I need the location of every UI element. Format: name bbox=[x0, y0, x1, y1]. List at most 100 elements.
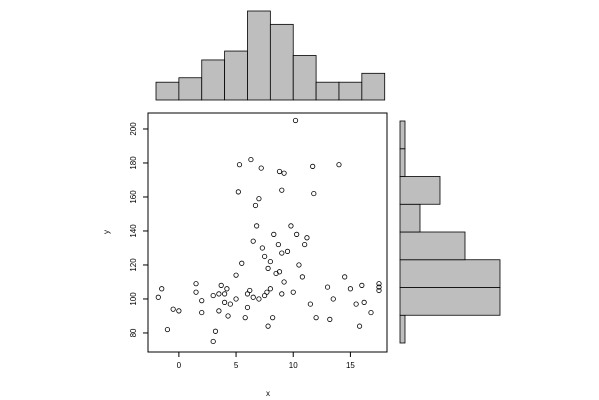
point bbox=[244, 304, 251, 311]
plot-box bbox=[147, 112, 388, 353]
point bbox=[359, 282, 365, 288]
point bbox=[279, 291, 285, 297]
point bbox=[288, 223, 294, 229]
point bbox=[376, 287, 382, 294]
point bbox=[281, 170, 287, 176]
y-tick-label: 160 bbox=[129, 190, 138, 204]
point bbox=[281, 279, 287, 285]
point bbox=[342, 274, 348, 280]
point bbox=[324, 284, 331, 290]
x-tick-label: 15 bbox=[346, 361, 355, 370]
point bbox=[270, 315, 276, 321]
point bbox=[247, 287, 253, 294]
point bbox=[236, 162, 243, 168]
point bbox=[252, 202, 259, 209]
y-hist-bar bbox=[399, 203, 421, 233]
y-tick-label: 100 bbox=[129, 292, 138, 306]
point bbox=[276, 168, 283, 175]
point bbox=[299, 274, 305, 280]
point bbox=[302, 241, 308, 248]
y-tick-label: 80 bbox=[129, 328, 138, 337]
point bbox=[222, 299, 228, 305]
point bbox=[256, 296, 262, 302]
point bbox=[210, 292, 216, 299]
point bbox=[267, 286, 273, 292]
point bbox=[275, 241, 281, 248]
point bbox=[155, 294, 161, 300]
point bbox=[310, 163, 316, 169]
point bbox=[290, 289, 296, 295]
point bbox=[164, 326, 171, 333]
point bbox=[267, 258, 273, 265]
point bbox=[327, 316, 333, 322]
x-hist-bar bbox=[338, 81, 363, 101]
point bbox=[216, 291, 222, 297]
x-hist-bar bbox=[361, 72, 386, 101]
point bbox=[193, 281, 199, 287]
point bbox=[235, 189, 241, 195]
y-tick-label: 200 bbox=[129, 122, 138, 136]
x-tick-label: 0 bbox=[177, 361, 182, 370]
point bbox=[264, 289, 270, 295]
point bbox=[259, 245, 265, 251]
point bbox=[376, 281, 382, 287]
x-hist-bar bbox=[178, 77, 203, 101]
point bbox=[294, 231, 300, 237]
y-hist-bar bbox=[399, 148, 406, 177]
point bbox=[254, 223, 260, 229]
point bbox=[225, 313, 231, 319]
point bbox=[159, 286, 165, 292]
point bbox=[176, 308, 182, 314]
point bbox=[233, 272, 239, 278]
y-hist-bar bbox=[399, 231, 466, 261]
point bbox=[279, 250, 285, 256]
x-hist-bar bbox=[155, 81, 180, 101]
point bbox=[265, 323, 271, 329]
point bbox=[262, 253, 268, 260]
point bbox=[250, 238, 256, 244]
point bbox=[361, 299, 367, 305]
point bbox=[233, 296, 239, 302]
point bbox=[212, 328, 219, 334]
y-axis-label: y bbox=[102, 230, 111, 234]
point bbox=[199, 298, 205, 304]
point bbox=[250, 294, 256, 300]
point bbox=[279, 187, 285, 193]
point bbox=[227, 301, 233, 307]
point bbox=[276, 269, 283, 275]
x-hist-bar bbox=[292, 55, 317, 101]
point bbox=[239, 260, 245, 266]
point bbox=[224, 286, 230, 292]
point bbox=[242, 315, 248, 321]
x-hist-bar bbox=[224, 50, 248, 101]
x-axis-label: x bbox=[266, 389, 270, 398]
point bbox=[353, 301, 359, 307]
x-hist-bar bbox=[315, 81, 340, 101]
point bbox=[199, 309, 205, 316]
x-tick-label: 5 bbox=[234, 361, 239, 370]
y-hist-bar bbox=[399, 120, 406, 150]
point bbox=[307, 301, 313, 307]
x-hist-bar bbox=[269, 23, 294, 101]
y-tick-label: 140 bbox=[129, 224, 138, 238]
point bbox=[193, 289, 199, 295]
point bbox=[218, 282, 224, 288]
x-tick-label: 10 bbox=[289, 361, 298, 370]
point bbox=[222, 291, 228, 297]
y-hist-bar bbox=[399, 176, 441, 205]
point bbox=[311, 190, 317, 197]
point bbox=[376, 284, 382, 290]
y-hist-bar bbox=[399, 287, 501, 316]
y-tick-label: 180 bbox=[129, 156, 138, 170]
point bbox=[356, 323, 363, 329]
y-hist-bar bbox=[399, 259, 501, 288]
x-hist-bar bbox=[201, 59, 226, 101]
point bbox=[216, 308, 222, 314]
point bbox=[271, 231, 277, 237]
point bbox=[170, 306, 176, 312]
point bbox=[248, 156, 254, 163]
point bbox=[313, 315, 319, 321]
point bbox=[330, 296, 336, 302]
